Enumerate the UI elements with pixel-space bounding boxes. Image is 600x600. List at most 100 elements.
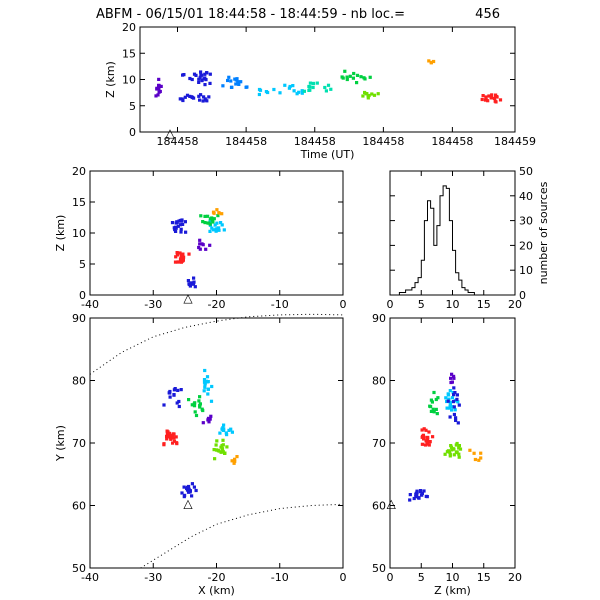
source-point [432, 59, 436, 64]
source-point [187, 488, 191, 492]
source-point [452, 447, 456, 451]
source-cluster [187, 395, 205, 418]
source-point [227, 428, 231, 432]
y-tick-label: 0 [519, 289, 526, 302]
source-point [361, 94, 365, 98]
source-point [365, 92, 369, 96]
y-tick-label: 5 [79, 258, 86, 271]
y-tick-label: 10 [122, 74, 136, 87]
source-point [198, 238, 202, 242]
x-tick-label: 10 [446, 298, 460, 311]
source-point [292, 89, 296, 93]
source-cluster [201, 414, 213, 425]
x-tick-label: 0 [387, 571, 394, 584]
source-point [216, 214, 220, 218]
source-cluster [446, 386, 461, 425]
source-cluster [302, 81, 333, 93]
source-point [170, 221, 175, 225]
source-cluster [408, 489, 429, 502]
source-point [420, 442, 424, 446]
source-point [429, 409, 433, 413]
source-point [446, 399, 450, 403]
source-point [193, 401, 197, 405]
source-point [233, 457, 237, 461]
source-point [376, 92, 380, 96]
source-point [430, 400, 434, 404]
source-cluster [340, 69, 372, 85]
source-point [190, 494, 194, 498]
source-point [207, 95, 211, 99]
source-point [229, 427, 233, 431]
y-tick-label: 10 [519, 264, 533, 277]
source-point [188, 76, 192, 81]
source-point [177, 219, 181, 223]
source-point [217, 211, 221, 215]
y-tick-label: 0 [79, 289, 86, 302]
source-point [448, 400, 452, 404]
x-tick-label: -30 [144, 298, 162, 311]
source-point [202, 95, 206, 99]
source-point [193, 285, 197, 289]
source-point [487, 94, 491, 98]
source-point [177, 404, 181, 409]
source-point [197, 77, 201, 81]
x-tick-label: 184458 [157, 135, 199, 148]
y-tick-label: 70 [372, 437, 386, 450]
source-point [479, 451, 483, 455]
x-tick-label: 0 [340, 298, 347, 311]
source-point [348, 74, 352, 78]
source-point [179, 227, 183, 231]
source-point [450, 448, 454, 452]
source-point [451, 400, 456, 404]
source-point [173, 260, 178, 264]
y-tick-label: 10 [72, 227, 86, 240]
source-point [452, 393, 456, 397]
source-cluster [480, 93, 503, 104]
source-point [207, 420, 211, 424]
source-point [448, 454, 452, 458]
source-point [450, 380, 454, 384]
source-point [199, 93, 203, 97]
source-point [209, 414, 213, 418]
source-point [415, 491, 419, 495]
source-point [202, 378, 207, 382]
plan-view-panel: -40 -30 -20 -10 0 50 60 70 80 90 X (km) Y (km) △ [54, 312, 347, 597]
y-tick-label: 20 [519, 239, 533, 252]
source-point [448, 415, 452, 419]
source-point [180, 491, 184, 495]
source-point [157, 83, 161, 88]
source-point [176, 388, 180, 392]
source-point [436, 396, 440, 400]
time-height-panel: 184458 184458 184458 184458 184458 184459 0 5 10… [104, 21, 536, 161]
station-marker: △ [165, 126, 175, 140]
source-point [218, 431, 222, 435]
source-point [202, 389, 206, 393]
source-point [300, 89, 304, 93]
source-point [204, 78, 208, 82]
source-point [220, 223, 224, 227]
source-point [182, 485, 186, 489]
source-point [225, 445, 229, 449]
y-tick-label: 70 [72, 437, 86, 450]
source-point [192, 280, 196, 284]
source-point [457, 403, 461, 407]
source-point [323, 85, 327, 90]
source-point [455, 393, 459, 397]
source-point [412, 496, 416, 501]
x-tick-label: 184459 [494, 135, 536, 148]
source-point [192, 276, 196, 280]
source-point [450, 372, 454, 376]
source-point [421, 434, 425, 438]
x-tick-label: 5 [418, 298, 425, 311]
source-cluster [186, 276, 197, 289]
source-point [278, 91, 282, 95]
source-point [477, 458, 481, 462]
source-point [178, 97, 182, 101]
source-cluster [427, 59, 436, 65]
source-point [200, 73, 204, 77]
source-point [490, 93, 494, 97]
source-point [203, 385, 207, 389]
source-point [174, 435, 178, 439]
source-point [210, 384, 214, 389]
source-point [181, 222, 185, 226]
